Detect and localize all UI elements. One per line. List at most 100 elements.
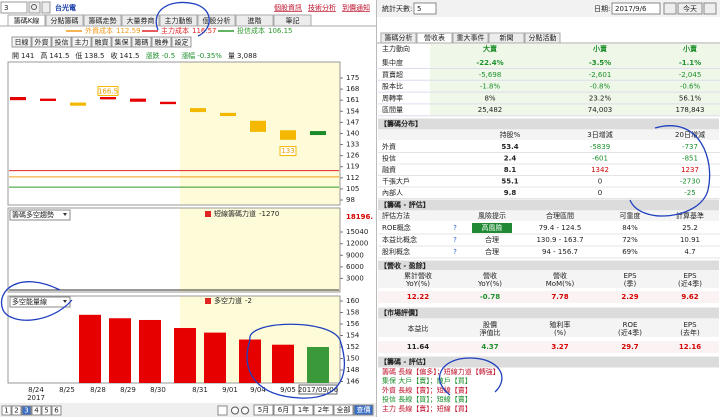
tab[interactable]: [380, 32, 417, 44]
zoom-button[interactable]: [313, 404, 334, 416]
stock-input[interactable]: [0, 1, 28, 14]
zoom-in-icon[interactable]: [231, 406, 239, 415]
zoom-button[interactable]: [293, 404, 314, 416]
zoom-label[interactable]: 2年: [318, 405, 329, 414]
toolbar-button[interactable]: [31, 36, 52, 48]
x-date-label: 8/25: [59, 386, 75, 394]
toolbar-button[interactable]: [171, 36, 192, 48]
zoom-button[interactable]: [273, 404, 294, 416]
zoom-label[interactable]: 1年: [298, 405, 309, 414]
page-label[interactable]: 1: [4, 407, 8, 415]
risk-badge: [472, 223, 512, 233]
page-label[interactable]: 4: [34, 407, 39, 415]
search-button[interactable]: [28, 1, 41, 14]
days-select[interactable]: [413, 2, 437, 15]
top-link[interactable]: 個股資訊: [274, 3, 302, 12]
tab[interactable]: [452, 32, 489, 44]
toolbar-button[interactable]: [91, 36, 112, 48]
tab[interactable]: [416, 32, 453, 44]
tab[interactable]: [197, 14, 236, 27]
tab[interactable]: [488, 32, 525, 44]
date-next[interactable]: [703, 2, 717, 15]
today-button[interactable]: [677, 2, 703, 15]
toolbar-button[interactable]: [11, 36, 32, 48]
tab[interactable]: [235, 14, 274, 27]
date-prev[interactable]: [663, 2, 677, 15]
indicator-select-label[interactable]: 籌碼多空趨勢: [12, 210, 54, 219]
legend-value: -2: [245, 297, 252, 305]
page-label[interactable]: 3: [24, 407, 28, 415]
y-tick-label: 154: [346, 332, 360, 340]
tab-label[interactable]: 筆記: [286, 16, 300, 25]
toolbar-label[interactable]: 外資: [35, 38, 49, 47]
tab-label[interactable]: 籌碼走勢: [89, 16, 117, 25]
tab-label[interactable]: 進階: [248, 16, 262, 25]
tab-label[interactable]: 主力動態: [165, 16, 193, 25]
toolbar-button[interactable]: [131, 36, 152, 48]
top-link[interactable]: 技術分析: [308, 3, 336, 12]
y-tick-label: 148: [346, 366, 359, 374]
date-input[interactable]: [611, 2, 661, 15]
cell-value: 本益比概念: [382, 235, 417, 244]
toolbar-label[interactable]: 集保: [115, 38, 129, 47]
cell-value: 12.22: [407, 293, 429, 301]
tab-label[interactable]: 重大事件: [457, 33, 485, 42]
toolbar-button[interactable]: [71, 36, 92, 48]
toolbar-label[interactable]: 融券: [155, 38, 169, 47]
toolbar-label[interactable]: 融資: [95, 38, 109, 47]
indicator-select[interactable]: [9, 209, 71, 221]
page-label[interactable]: 6: [54, 407, 59, 415]
zoom-label[interactable]: 查價: [357, 405, 371, 414]
toolbar-button[interactable]: [111, 36, 132, 48]
tab[interactable]: [45, 14, 84, 27]
toolbar-label[interactable]: 投信: [55, 38, 69, 47]
tab[interactable]: [121, 14, 160, 27]
zoom-button[interactable]: [333, 404, 354, 416]
toolbar-button[interactable]: [151, 36, 172, 48]
tab-label[interactable]: 大量券商: [127, 16, 155, 25]
toolbar-label[interactable]: 日線: [15, 38, 29, 47]
tab-label[interactable]: 籌碼分析: [385, 33, 413, 42]
tab-label[interactable]: 分點籌碼: [51, 16, 79, 25]
help-icon[interactable]: ?: [453, 248, 457, 256]
tab[interactable]: [273, 14, 312, 27]
page-button[interactable]: [41, 405, 52, 416]
page-button[interactable]: [11, 405, 22, 416]
tab[interactable]: [159, 14, 198, 27]
page-button[interactable]: [51, 405, 62, 416]
page-button[interactable]: [21, 405, 32, 416]
toolbar-label[interactable]: 籌碼: [135, 38, 149, 47]
toolbar-label[interactable]: 主力: [75, 38, 89, 47]
zoom-button[interactable]: [253, 404, 274, 416]
top-link[interactable]: 到價通知: [342, 3, 370, 12]
page-button[interactable]: [1, 405, 12, 416]
tab[interactable]: [83, 14, 122, 27]
tab[interactable]: [7, 14, 46, 27]
page-button[interactable]: [31, 405, 42, 416]
zoom-label[interactable]: 6月: [278, 406, 289, 414]
zoom-out-icon[interactable]: [241, 406, 249, 415]
tab-label[interactable]: 籌碼K線: [14, 16, 40, 25]
page-label[interactable]: 5: [44, 407, 48, 415]
tab-label[interactable]: 個股分析: [203, 16, 231, 25]
tab-label[interactable]: 新聞: [500, 33, 514, 42]
zoom-label[interactable]: 5月: [258, 406, 269, 414]
date-value[interactable]: 2017/9/6: [615, 5, 647, 13]
tab[interactable]: [524, 32, 561, 44]
help-icon[interactable]: ?: [453, 236, 457, 244]
nav-button[interactable]: [217, 405, 228, 416]
header-row: [378, 211, 719, 221]
tab-label[interactable]: 分點活動: [529, 33, 557, 42]
help-icon[interactable]: ?: [453, 224, 457, 232]
zoom-label[interactable]: 全部: [337, 405, 351, 414]
zoom-button[interactable]: [353, 404, 374, 416]
toolbar-label[interactable]: 設定: [175, 38, 189, 47]
dropdown-button[interactable]: [41, 1, 51, 14]
indicator-select-label[interactable]: 多空能量線: [12, 297, 47, 306]
toolbar-button[interactable]: [51, 36, 72, 48]
page-label[interactable]: 2: [14, 407, 18, 415]
today-label[interactable]: 今天: [683, 4, 697, 13]
tab-label[interactable]: 營收表: [424, 33, 445, 42]
days-value[interactable]: 5: [417, 5, 421, 13]
candle-body: [70, 102, 86, 106]
